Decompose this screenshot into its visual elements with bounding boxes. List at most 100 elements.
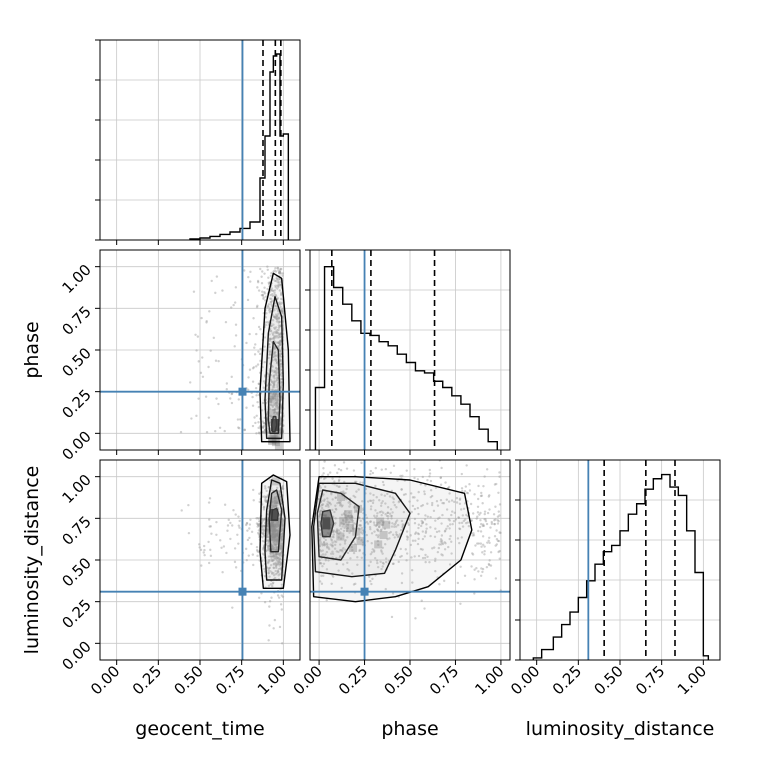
scatter-point [224, 320, 228, 324]
scatter-point [257, 596, 261, 600]
scatter-point [352, 521, 355, 525]
scatter-point [478, 513, 481, 516]
scatter-point [278, 343, 282, 347]
scatter-point [255, 548, 259, 552]
scatter-point [267, 567, 270, 571]
scatter-point [319, 486, 322, 489]
scatter-point [272, 546, 275, 549]
scatter-point [493, 522, 497, 526]
scatter-point [275, 538, 278, 541]
scatter-geocent-distance-xtick-label-3: 0.75 [212, 662, 248, 698]
scatter-point [262, 505, 266, 509]
scatter-point [274, 358, 277, 362]
scatter-point [277, 557, 280, 560]
scatter-point [493, 522, 496, 526]
scatter-point [341, 548, 344, 552]
scatter-point [280, 267, 283, 271]
scatter-phase-distance-truth-marker [360, 587, 369, 596]
scatter-point [391, 562, 395, 566]
scatter-point [269, 293, 272, 297]
scatter-point [376, 512, 379, 515]
scatter-point [442, 502, 446, 505]
scatter-point [280, 532, 283, 536]
scatter-point [416, 478, 420, 481]
scatter-point [477, 484, 480, 488]
scatter-point [463, 490, 467, 493]
scatter-point [438, 583, 441, 586]
scatter-point [243, 428, 246, 431]
scatter-point [384, 513, 387, 516]
hist-luminosity-distance-xtick-label-3: 0.75 [632, 662, 668, 698]
scatter-point [280, 546, 283, 550]
scatter-point [270, 302, 273, 306]
scatter-point [344, 538, 347, 542]
scatter-point [486, 541, 489, 544]
scatter-point [278, 554, 282, 558]
scatter-point [227, 518, 230, 522]
scatter-point [329, 503, 332, 506]
scatter-point [426, 555, 429, 558]
scatter-point [473, 578, 476, 581]
scatter-point [377, 543, 380, 547]
scatter-point [226, 529, 229, 532]
scatter-point [260, 293, 264, 297]
scatter-point [350, 515, 354, 519]
scatter-point [441, 501, 444, 505]
scatter-point [421, 556, 425, 560]
scatter-point [375, 514, 379, 518]
scatter-phase-distance-contour-1 [316, 489, 360, 561]
scatter-point [428, 475, 431, 478]
scatter-point [262, 424, 266, 428]
scatter-point [373, 523, 376, 527]
scatter-point [330, 544, 334, 547]
scatter-point [350, 518, 353, 521]
scatter-point [271, 582, 274, 585]
scatter-point [322, 499, 326, 503]
scatter-point [267, 540, 270, 543]
scatter-point [275, 411, 278, 415]
scatter-point [429, 495, 433, 499]
scatter-point [273, 408, 276, 412]
scatter-point [275, 520, 279, 523]
scatter-point [236, 533, 239, 536]
scatter-point [327, 505, 330, 508]
scatter-point [275, 316, 278, 320]
scatter-point [447, 485, 451, 489]
scatter-point [271, 393, 275, 396]
scatter-point [265, 534, 269, 537]
scatter-point [486, 511, 490, 515]
scatter-point [381, 523, 384, 527]
scatter-point [337, 569, 340, 572]
scatter-point [268, 350, 271, 354]
scatter-point [277, 554, 281, 557]
hist-luminosity-distance-steps [532, 473, 710, 660]
scatter-point [275, 401, 278, 405]
scatter-point [497, 539, 501, 543]
scatter-point [279, 422, 282, 425]
scatter-point [374, 524, 378, 528]
scatter-point [381, 500, 384, 503]
scatter-point [433, 535, 437, 539]
scatter-point [248, 527, 251, 530]
scatter-point [439, 540, 442, 543]
scatter-point [380, 549, 383, 552]
scatter-point [357, 488, 360, 491]
scatter-point [359, 456, 361, 458]
scatter-point [274, 355, 277, 358]
scatter-point [274, 408, 277, 411]
scatter-point [333, 543, 337, 547]
scatter-point [488, 541, 491, 545]
scatter-point [274, 413, 278, 417]
scatter-phase-distance-xtick-label-0: 0.00 [290, 662, 326, 698]
scatter-point [353, 506, 356, 509]
scatter-point [339, 555, 342, 558]
scatter-point [354, 582, 357, 586]
scatter-point [270, 289, 273, 292]
scatter-point [479, 511, 482, 515]
scatter-point [483, 550, 486, 553]
scatter-geocent-distance: 0.000.250.500.751.000.00 0.25 0.50 0.75 1.00 [58, 459, 301, 698]
scatter-point [410, 510, 413, 514]
scatter-point [230, 392, 234, 395]
scatter-point [278, 332, 282, 336]
scatter-point [321, 542, 324, 546]
